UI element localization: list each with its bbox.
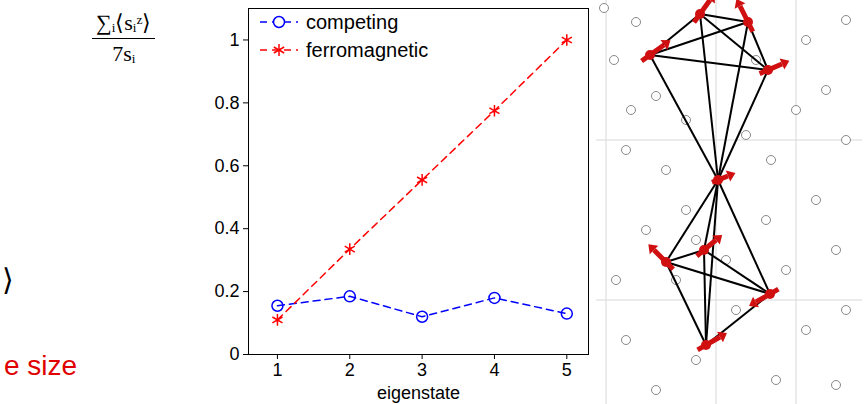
svg-text:0.2: 0.2 [214, 281, 239, 301]
html-text:7sᵢ: 7sᵢ [112, 41, 136, 66]
svg-text:eigenstate: eigenstate [377, 383, 460, 403]
svg-text:3: 3 [417, 360, 427, 380]
svg-text:2: 2 [345, 360, 355, 380]
svg-text:1: 1 [272, 360, 282, 380]
svg-text:0.8: 0.8 [214, 93, 239, 113]
svg-text:ferromagnetic: ferromagnetic [306, 39, 428, 61]
svg-text:competing: competing [306, 11, 398, 33]
svg-text:0.6: 0.6 [214, 156, 239, 176]
svg-text:5: 5 [562, 360, 572, 380]
html-text:e size: e size [4, 350, 78, 381]
svg-text:4: 4 [489, 360, 499, 380]
svg-text:1: 1 [229, 30, 239, 50]
svg-text:0.4: 0.4 [214, 218, 239, 238]
html-text:∑ᵢ⟨sᵢᶻ⟩: ∑ᵢ⟨sᵢᶻ⟩ [96, 10, 152, 35]
svg-text:0: 0 [229, 344, 239, 364]
